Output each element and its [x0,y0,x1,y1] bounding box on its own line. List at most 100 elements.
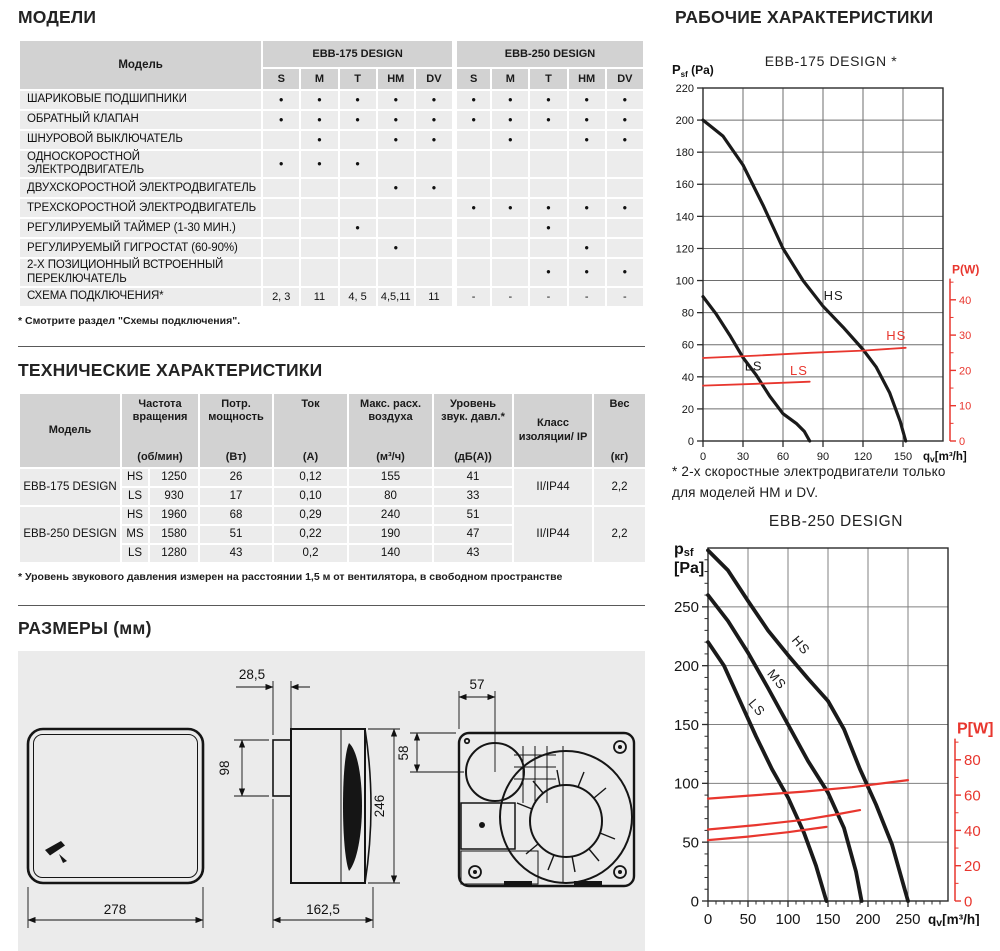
performance-footnote: * 2-х скоростные электродвигатели только… [672,462,994,504]
speed-col-header: T [530,69,567,89]
noise-cell: 33 [434,487,513,505]
feature-cell: • [454,91,491,109]
svg-text:80: 80 [964,752,981,769]
feature-cell [301,239,338,258]
feature-cell: - [530,287,567,306]
feature-cell: • [606,259,643,286]
feature-cell: • [454,111,491,129]
section-title-models: МОДЕЛИ [18,7,97,27]
speed-col-header: M [492,69,529,89]
feature-cell [530,179,567,198]
feature-label: СХЕМА ПОДКЛЮЧЕНИЯ* [20,287,262,306]
power-cell: 43 [200,544,273,562]
feature-cell: • [377,91,414,109]
svg-text:30: 30 [959,330,971,342]
models-table: Модель EBB-175 DESIGN EBB-250 DESIGN S M T HM D… [18,39,645,308]
feature-cell [530,131,567,149]
svg-text:qv[m³/h]: qv[m³/h] [928,912,980,926]
curve-label-ls: LS [746,696,769,719]
tech-col-header: Модель [20,393,120,467]
feature-cell: - [492,287,529,306]
feature-cell: • [492,111,529,129]
speed-cell: LS [122,487,148,505]
feature-cell: • [606,91,643,109]
series-ms-pressure [706,593,864,903]
feature-cell [377,259,414,286]
svg-text:180: 180 [676,147,694,159]
chart-ebb175-svg: 0 30 60 90 120 150020406080100120140160180200… [672,53,979,464]
feature-cell [339,131,376,149]
svg-text:160: 160 [676,179,694,191]
table-row: СХЕМА ПОДКЛЮЧЕНИЯ* 2, 3 11 4, 5 4,5,11 11- - - -… [20,287,643,306]
feature-cell: • [606,199,643,218]
svg-text:30: 30 [737,451,749,463]
svg-text:200: 200 [855,911,880,926]
feature-cell [606,219,643,238]
table-row: EBB-250 DESIGN HS 1960 68 0,29 240 51 II/IP44 2,… [20,506,646,562]
feature-cell: • [263,151,300,178]
feature-cell: 11 [415,287,453,306]
svg-text:200: 200 [674,658,699,675]
feature-cell [415,151,453,178]
svg-text:150: 150 [674,717,699,734]
feature-cell [492,219,529,238]
feature-cell: • [339,219,376,238]
feature-cell: 4, 5 [339,287,376,306]
feature-cell: • [606,111,643,129]
section-title-performance: РАБОЧИЕ ХАРАКТЕРИСТИКИ [675,7,934,27]
airflow-cell: 240 [349,506,433,524]
feature-cell [568,179,605,198]
feature-cell: • [415,131,453,149]
dim-side-depth: 162,5 [306,902,340,917]
feature-cell: • [415,179,453,198]
tech-col-header: Частота вращения (об/мин) [122,393,199,467]
feature-cell: • [301,131,338,149]
dim-front-width: 278 [104,902,127,917]
speed-cell: MS [122,525,148,543]
speed-col-header: DV [415,69,453,89]
table-row: РЕГУЛИРУЕМЫЙ ГИГРОСТАТ (60-90%) • • [20,239,643,258]
feature-cell: • [263,91,300,109]
svg-text:10: 10 [959,401,971,413]
feature-cell [568,219,605,238]
svg-text:80: 80 [682,308,694,320]
feature-cell: • [415,111,453,129]
tech-col-header: Уровень звук. давл.* (дБ(А)) [434,393,513,467]
section-title-dimensions: РАЗМЕРЫ (мм) [18,618,152,639]
table-row: EBB-175 DESIGN HS 1250 26 0,12 155 41 II/IP44 2,… [20,468,646,505]
screw-bosses [463,738,627,880]
noise-cell: 41 [434,468,513,486]
dim-duct-height: 98 [217,761,232,776]
svg-text:60: 60 [682,340,694,352]
feature-cell [415,199,453,218]
feature-label: ШНУРОВОЙ ВЫКЛЮЧАТЕЛЬ [20,131,262,149]
feature-cell [530,151,567,178]
tech-section: ТЕХНИЧЕСКИЕ ХАРАКТЕРИСТИКИ Модель Частота… [18,359,646,585]
svg-text:100: 100 [676,276,694,288]
current-cell: 0,2 [274,544,348,562]
feature-cell: • [568,239,605,258]
chart-ebb175: 0 30 60 90 120 150 0 20 40 60 80 100 120 140 160 180 200… [660,46,1000,483]
feature-cell: • [530,111,567,129]
svg-text:[Pa]: [Pa] [674,560,704,577]
svg-text:150: 150 [815,911,840,926]
feature-cell [415,259,453,286]
table-row: ТРЕХСКОРОСТНОЙ ЭЛЕКТРОДВИГАТЕЛЬ • • • • • [20,199,643,218]
current-cell: 0,22 [274,525,348,543]
feature-cell [301,179,338,198]
feature-cell [301,259,338,286]
feature-cell: • [377,239,414,258]
curve-label-hs: HS [789,633,813,658]
feature-cell: • [568,91,605,109]
dimensions-panel: 278 [18,651,645,951]
feature-cell [492,151,529,178]
feature-cell: • [377,179,414,198]
svg-text:140: 140 [676,211,694,223]
feature-cell [263,199,300,218]
feature-cell [339,259,376,286]
section-title-tech: ТЕХНИЧЕСКИЕ ХАРАКТЕРИСТИКИ [18,359,323,380]
feature-cell: • [568,111,605,129]
tech-col-header: Вес (кг) [594,393,646,467]
feature-label: РЕГУЛИРУЕМЫЙ ТАЙМЕР (1-30 МИН.) [20,219,262,238]
power-cell: 17 [200,487,273,505]
